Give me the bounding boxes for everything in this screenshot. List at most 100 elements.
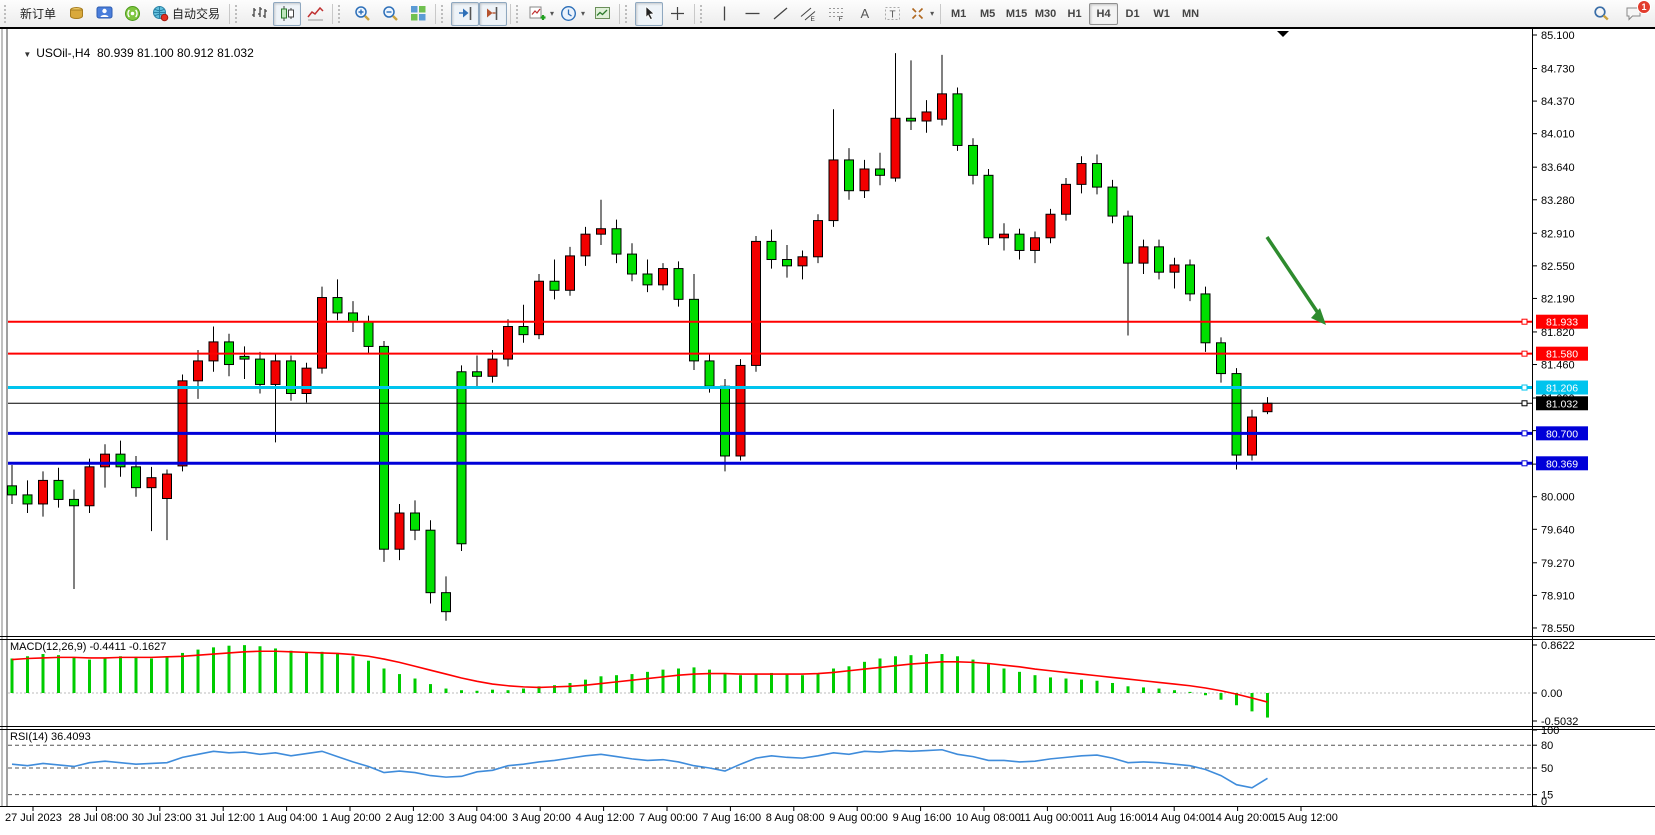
timeframe-m5-button[interactable]: M5	[979, 7, 996, 20]
search-button[interactable]	[1587, 2, 1615, 26]
arrow-annotation[interactable]	[1265, 236, 1326, 325]
line-chart-button[interactable]	[301, 2, 329, 26]
text-label-button[interactable]: T	[878, 2, 906, 26]
line-handle[interactable]	[1521, 430, 1528, 437]
macd-bar	[165, 657, 169, 693]
candle-body	[363, 321, 374, 347]
arrows-button[interactable]: ▾	[906, 2, 937, 26]
candle-body	[983, 174, 994, 239]
arrow-head-icon[interactable]	[1311, 308, 1326, 325]
period-menu-button[interactable]: ▾	[557, 2, 588, 26]
text-icon: A	[856, 5, 873, 22]
macd-bar	[88, 659, 91, 693]
candle	[472, 355, 482, 387]
candle-body	[394, 512, 405, 550]
timeframe-d1-button[interactable]: D1	[1125, 7, 1140, 20]
chart-window[interactable]: ▼ USOil-,H4 80.939 81.100 80.912 81.032 M…	[0, 27, 1655, 835]
toolbar-grip	[625, 4, 632, 23]
add-indicator-button[interactable]: ▾	[526, 2, 557, 26]
macd-bar	[351, 656, 355, 693]
symbols-icon-button[interactable]	[62, 2, 90, 26]
price-axis-label: 80.000	[1541, 492, 1575, 504]
candle-body	[766, 240, 777, 261]
timeframe-m15-button[interactable]: M15	[1005, 7, 1028, 20]
dropdown-caret-icon[interactable]: ▾	[581, 9, 586, 18]
line-handle[interactable]	[1521, 460, 1528, 467]
new-order-button[interactable]: 新订单	[14, 2, 62, 26]
candle	[456, 365, 467, 552]
price-axis[interactable]: 85.100 84.730 84.370 84.010 83.640 83.280 82.9…	[1532, 30, 1575, 635]
cursor-button[interactable]	[635, 1, 664, 26]
macd-bar	[1219, 693, 1223, 700]
candlestick-icon	[279, 5, 296, 22]
line-handle[interactable]	[1521, 318, 1528, 325]
time-axis[interactable]: 27 Jul 2023 28 Jul 08:00 30 Jul 23:00 31 Ju…	[5, 807, 1338, 824]
timeframe-h1-button[interactable]: H1	[1067, 7, 1082, 20]
price-tag-label: 81.032	[1546, 398, 1578, 410]
bar-chart-button[interactable]	[245, 2, 273, 26]
rsi-panel: 100 80 50 150	[8, 725, 1559, 808]
price-tag	[1536, 346, 1588, 361]
line-handle[interactable]	[1521, 384, 1528, 391]
svg-text:T: T	[889, 10, 895, 21]
macd-bar	[274, 648, 277, 693]
macd-bar	[785, 674, 789, 693]
macd-bar	[1018, 671, 1021, 693]
dropdown-caret-icon[interactable]: ▾	[930, 9, 935, 18]
price-axis-label: 84.370	[1541, 96, 1575, 108]
timeframe-h4-button[interactable]: H4	[1089, 2, 1119, 25]
channel-button[interactable]: E	[794, 2, 822, 26]
crosshair-button[interactable]	[663, 2, 691, 26]
timeframe-m1-button[interactable]: M1	[950, 7, 967, 20]
macd-bar	[336, 652, 339, 693]
tile-windows-button[interactable]	[404, 2, 432, 26]
text-button[interactable]: A	[850, 2, 878, 26]
candle-body	[53, 479, 64, 500]
line-handle[interactable]	[1521, 350, 1528, 357]
time-axis-label: 28 Jul 08:00	[68, 812, 128, 824]
timeframe-mn-button[interactable]: MN	[1182, 7, 1200, 20]
candle	[224, 333, 234, 377]
timeframe-w1-button[interactable]: W1	[1153, 7, 1170, 20]
price-tag-label: 80.700	[1546, 428, 1578, 440]
price-tag-label: 81.933	[1546, 317, 1578, 329]
zoom-in-icon	[354, 5, 371, 22]
fibonacci-button[interactable]: F	[822, 2, 850, 26]
chart-canvas[interactable]: 85.100 84.730 84.370 84.010 83.640 83.280 82.9…	[0, 27, 1655, 835]
candlestick-button[interactable]	[273, 1, 302, 26]
macd-bar	[382, 668, 386, 693]
arrow-shaft[interactable]	[1265, 236, 1322, 317]
candle-body	[735, 364, 746, 457]
trendline-icon	[772, 5, 789, 22]
community-icon-button[interactable]	[90, 2, 118, 26]
auto-scroll-button[interactable]	[451, 1, 480, 26]
toolbar-grip	[4, 4, 11, 23]
horizontal-line-button[interactable]	[738, 2, 766, 26]
zoom-out-button[interactable]	[376, 2, 404, 26]
timeframe-m30-button[interactable]: M30	[1034, 7, 1057, 20]
time-axis-label: 31 Jul 12:00	[195, 812, 255, 824]
chart-shift-marker-icon[interactable]	[1277, 31, 1289, 37]
candle-body	[1076, 163, 1087, 185]
macd-bar	[1142, 687, 1145, 693]
zoom-in-button[interactable]	[348, 2, 376, 26]
candle-body	[131, 466, 141, 489]
candle	[596, 199, 606, 246]
vertical-line-button[interactable]	[710, 2, 738, 26]
dropdown-caret-icon[interactable]: ▾	[550, 9, 555, 18]
trendline-button[interactable]	[766, 2, 794, 26]
candles	[7, 53, 1273, 621]
candle	[1030, 231, 1040, 264]
macd-bar	[692, 667, 696, 693]
macd-bar	[599, 676, 603, 693]
auto-trading-button[interactable]: 自动交易	[146, 2, 226, 26]
line-handle[interactable]	[1521, 400, 1528, 407]
chat-button[interactable]: 1	[1619, 0, 1651, 26]
candle	[1216, 337, 1226, 383]
template-button[interactable]	[588, 2, 616, 26]
chart-shift-button[interactable]	[479, 1, 508, 26]
community-icon-icon	[96, 5, 113, 22]
candle	[782, 245, 792, 278]
signal-icon-button[interactable]	[118, 2, 146, 26]
candle-body	[658, 268, 668, 286]
